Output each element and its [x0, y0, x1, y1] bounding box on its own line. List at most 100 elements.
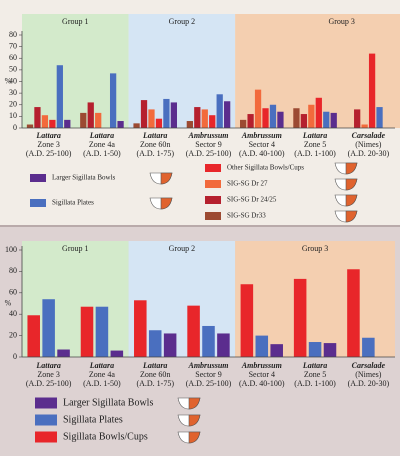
bar: [95, 306, 109, 357]
legend-swatch: [35, 414, 57, 426]
bar: [368, 53, 376, 128]
y-tick-label: 40: [9, 309, 17, 318]
category-site: Ambrussum: [241, 131, 282, 140]
bar: [56, 65, 63, 128]
vessel-section: [160, 172, 173, 185]
vessel-section: [188, 397, 201, 410]
bar: [134, 300, 147, 357]
bar: [140, 100, 148, 128]
legend-label: Sigillata Plates: [52, 199, 94, 207]
group-label: Group 2: [169, 17, 195, 26]
legend-swatch: [205, 180, 221, 188]
bar: [194, 107, 201, 128]
category-site: Lattara: [302, 361, 327, 370]
bar: [217, 333, 230, 357]
vessel-section: [345, 178, 358, 191]
y-tick-label: 80: [9, 266, 17, 275]
bar: [254, 89, 262, 128]
legend-swatch: [205, 212, 221, 220]
bar: [293, 108, 300, 128]
category-area: Sector 4: [249, 140, 275, 149]
bar: [27, 315, 40, 357]
category-dates: (A.D. 1-50): [83, 149, 121, 158]
legend-label: Larger Sigillata Bowls: [63, 397, 153, 408]
bar: [95, 112, 102, 128]
bar: [109, 73, 117, 128]
category-area: Zone 5: [304, 370, 326, 379]
bar: [110, 350, 124, 357]
bar: [26, 124, 34, 128]
bar: [354, 109, 361, 128]
category-area: Sector 4: [249, 370, 275, 379]
y-tick-label: 0: [13, 123, 17, 132]
bar: [240, 119, 247, 128]
category-dates: (A.D. 1-75): [136, 379, 174, 388]
vessel-section: [345, 194, 358, 207]
bar: [187, 305, 200, 357]
category-area: Zone 3: [37, 140, 59, 149]
category-site: Lattara: [89, 361, 114, 370]
legend-label: Larger Sigillata Bowls: [52, 174, 116, 182]
y-axis-label: %: [5, 76, 12, 85]
legend-label: SIG-SG Dr 24/25: [227, 196, 277, 204]
category-area: Sector 9: [195, 140, 221, 149]
category-site: Ambrussum: [187, 131, 228, 140]
bar: [247, 114, 254, 128]
bar: [270, 344, 283, 357]
bar: [277, 111, 284, 128]
bar: [300, 114, 308, 128]
legend-swatch: [35, 397, 57, 409]
group-label: Group 1: [62, 17, 88, 26]
y-tick-label: 20: [9, 330, 17, 339]
y-tick-label: 30: [9, 88, 17, 97]
category-dates: (A.D. 20-30): [348, 379, 390, 388]
bar: [255, 335, 269, 357]
category-area: Zone 60n: [140, 140, 170, 149]
category-area: Zone 5: [304, 140, 326, 149]
bar: [170, 102, 177, 128]
bar: [133, 123, 140, 128]
bar: [240, 284, 254, 357]
category-dates: (A.D. 25-100): [26, 379, 72, 388]
vessel-section: [188, 431, 201, 444]
category-site: Ambrussum: [187, 361, 228, 370]
y-tick-label: 60: [9, 53, 17, 62]
bar: [80, 112, 87, 128]
category-area: (Nimes): [355, 370, 382, 379]
category-dates: (A.D. 40-100): [239, 149, 285, 158]
bar: [201, 109, 208, 128]
bar: [376, 107, 383, 128]
legend-swatch: [205, 164, 221, 172]
group-label: Group 2: [169, 244, 195, 253]
bar: [293, 278, 307, 357]
vessel-section: [188, 414, 201, 427]
category-site: Lattara: [142, 131, 167, 140]
legend-swatch: [205, 196, 221, 204]
category-site: Carsalade: [352, 131, 386, 140]
bar: [209, 115, 216, 128]
y-tick-label: 100: [5, 245, 17, 254]
legend-label: Sigillata Bowls/Cups: [63, 431, 148, 442]
bar: [262, 108, 269, 128]
legend-swatch: [35, 431, 57, 443]
bar: [148, 330, 162, 357]
category-dates: (A.D. 20-30): [348, 149, 390, 158]
category-site: Lattara: [302, 131, 327, 140]
legend-swatch: [30, 174, 46, 182]
group-label: Group 3: [328, 17, 354, 26]
bar: [224, 101, 231, 128]
bar: [323, 111, 330, 128]
bar: [202, 325, 215, 357]
category-site: Carsalade: [352, 361, 386, 370]
category-dates: (A.D. 1-75): [136, 149, 174, 158]
category-area: Zone 4a: [89, 370, 115, 379]
category-area: Zone 4a: [89, 140, 115, 149]
category-site: Lattara: [142, 361, 167, 370]
bar: [323, 343, 337, 357]
category-dates: (A.D. 25-100): [186, 379, 232, 388]
bar: [41, 115, 49, 128]
bar: [155, 118, 163, 128]
y-tick-label: 10: [9, 111, 17, 120]
bar: [42, 299, 55, 357]
